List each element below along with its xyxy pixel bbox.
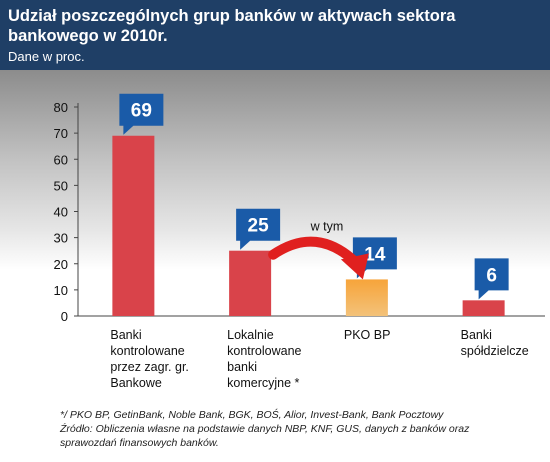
y-tick-label: 60 bbox=[54, 152, 68, 167]
data-label-bubble bbox=[474, 258, 509, 300]
category-label: Lokalnie kontrolowane banki komercyjne * bbox=[227, 328, 301, 390]
data-label: 69 bbox=[131, 101, 152, 122]
chart-title: Udział poszczególnych grup banków w akty… bbox=[8, 7, 456, 45]
bar bbox=[345, 279, 388, 316]
footnote-source-1: Źródło: Obliczenia własne na podstawie d… bbox=[60, 423, 470, 435]
y-tick-label: 80 bbox=[54, 100, 68, 115]
data-label: 14 bbox=[364, 244, 386, 265]
y-tick-label: 0 bbox=[61, 309, 68, 324]
arrow-curve bbox=[268, 236, 362, 269]
chart-subtitle: Dane w proc. bbox=[8, 49, 85, 64]
category-label: Banki spółdzielcze bbox=[461, 328, 529, 358]
header-band: Udział poszczególnych grup banków w akty… bbox=[0, 0, 550, 70]
y-tick-label: 30 bbox=[54, 231, 68, 246]
y-tick-label: 50 bbox=[54, 178, 68, 193]
data-label: 6 bbox=[486, 265, 497, 286]
y-tick-label: 20 bbox=[54, 257, 68, 272]
y-tick-label: 40 bbox=[54, 205, 68, 220]
bar bbox=[462, 300, 505, 316]
bar bbox=[229, 250, 272, 316]
annotation-w-tym: w tym bbox=[310, 220, 344, 234]
footnote-source-2: sprawozdań finansowych banków. bbox=[60, 437, 219, 449]
data-label-bubble bbox=[119, 93, 164, 135]
footnotes: */ PKO BP, GetinBank, Noble Bank, BGK, B… bbox=[60, 408, 540, 450]
y-tick-label: 70 bbox=[54, 126, 68, 141]
footnote-note: */ PKO BP, GetinBank, Noble Bank, BGK, B… bbox=[60, 409, 444, 421]
data-label-bubble bbox=[236, 208, 281, 250]
bar bbox=[112, 135, 155, 316]
y-tick-label: 10 bbox=[54, 283, 68, 298]
category-label: Banki kontrolowane przez zagr. gr. Bankowe bbox=[110, 328, 189, 390]
data-label: 25 bbox=[248, 216, 270, 237]
category-label: PKO BP bbox=[344, 328, 391, 342]
arrow-head bbox=[340, 253, 369, 280]
